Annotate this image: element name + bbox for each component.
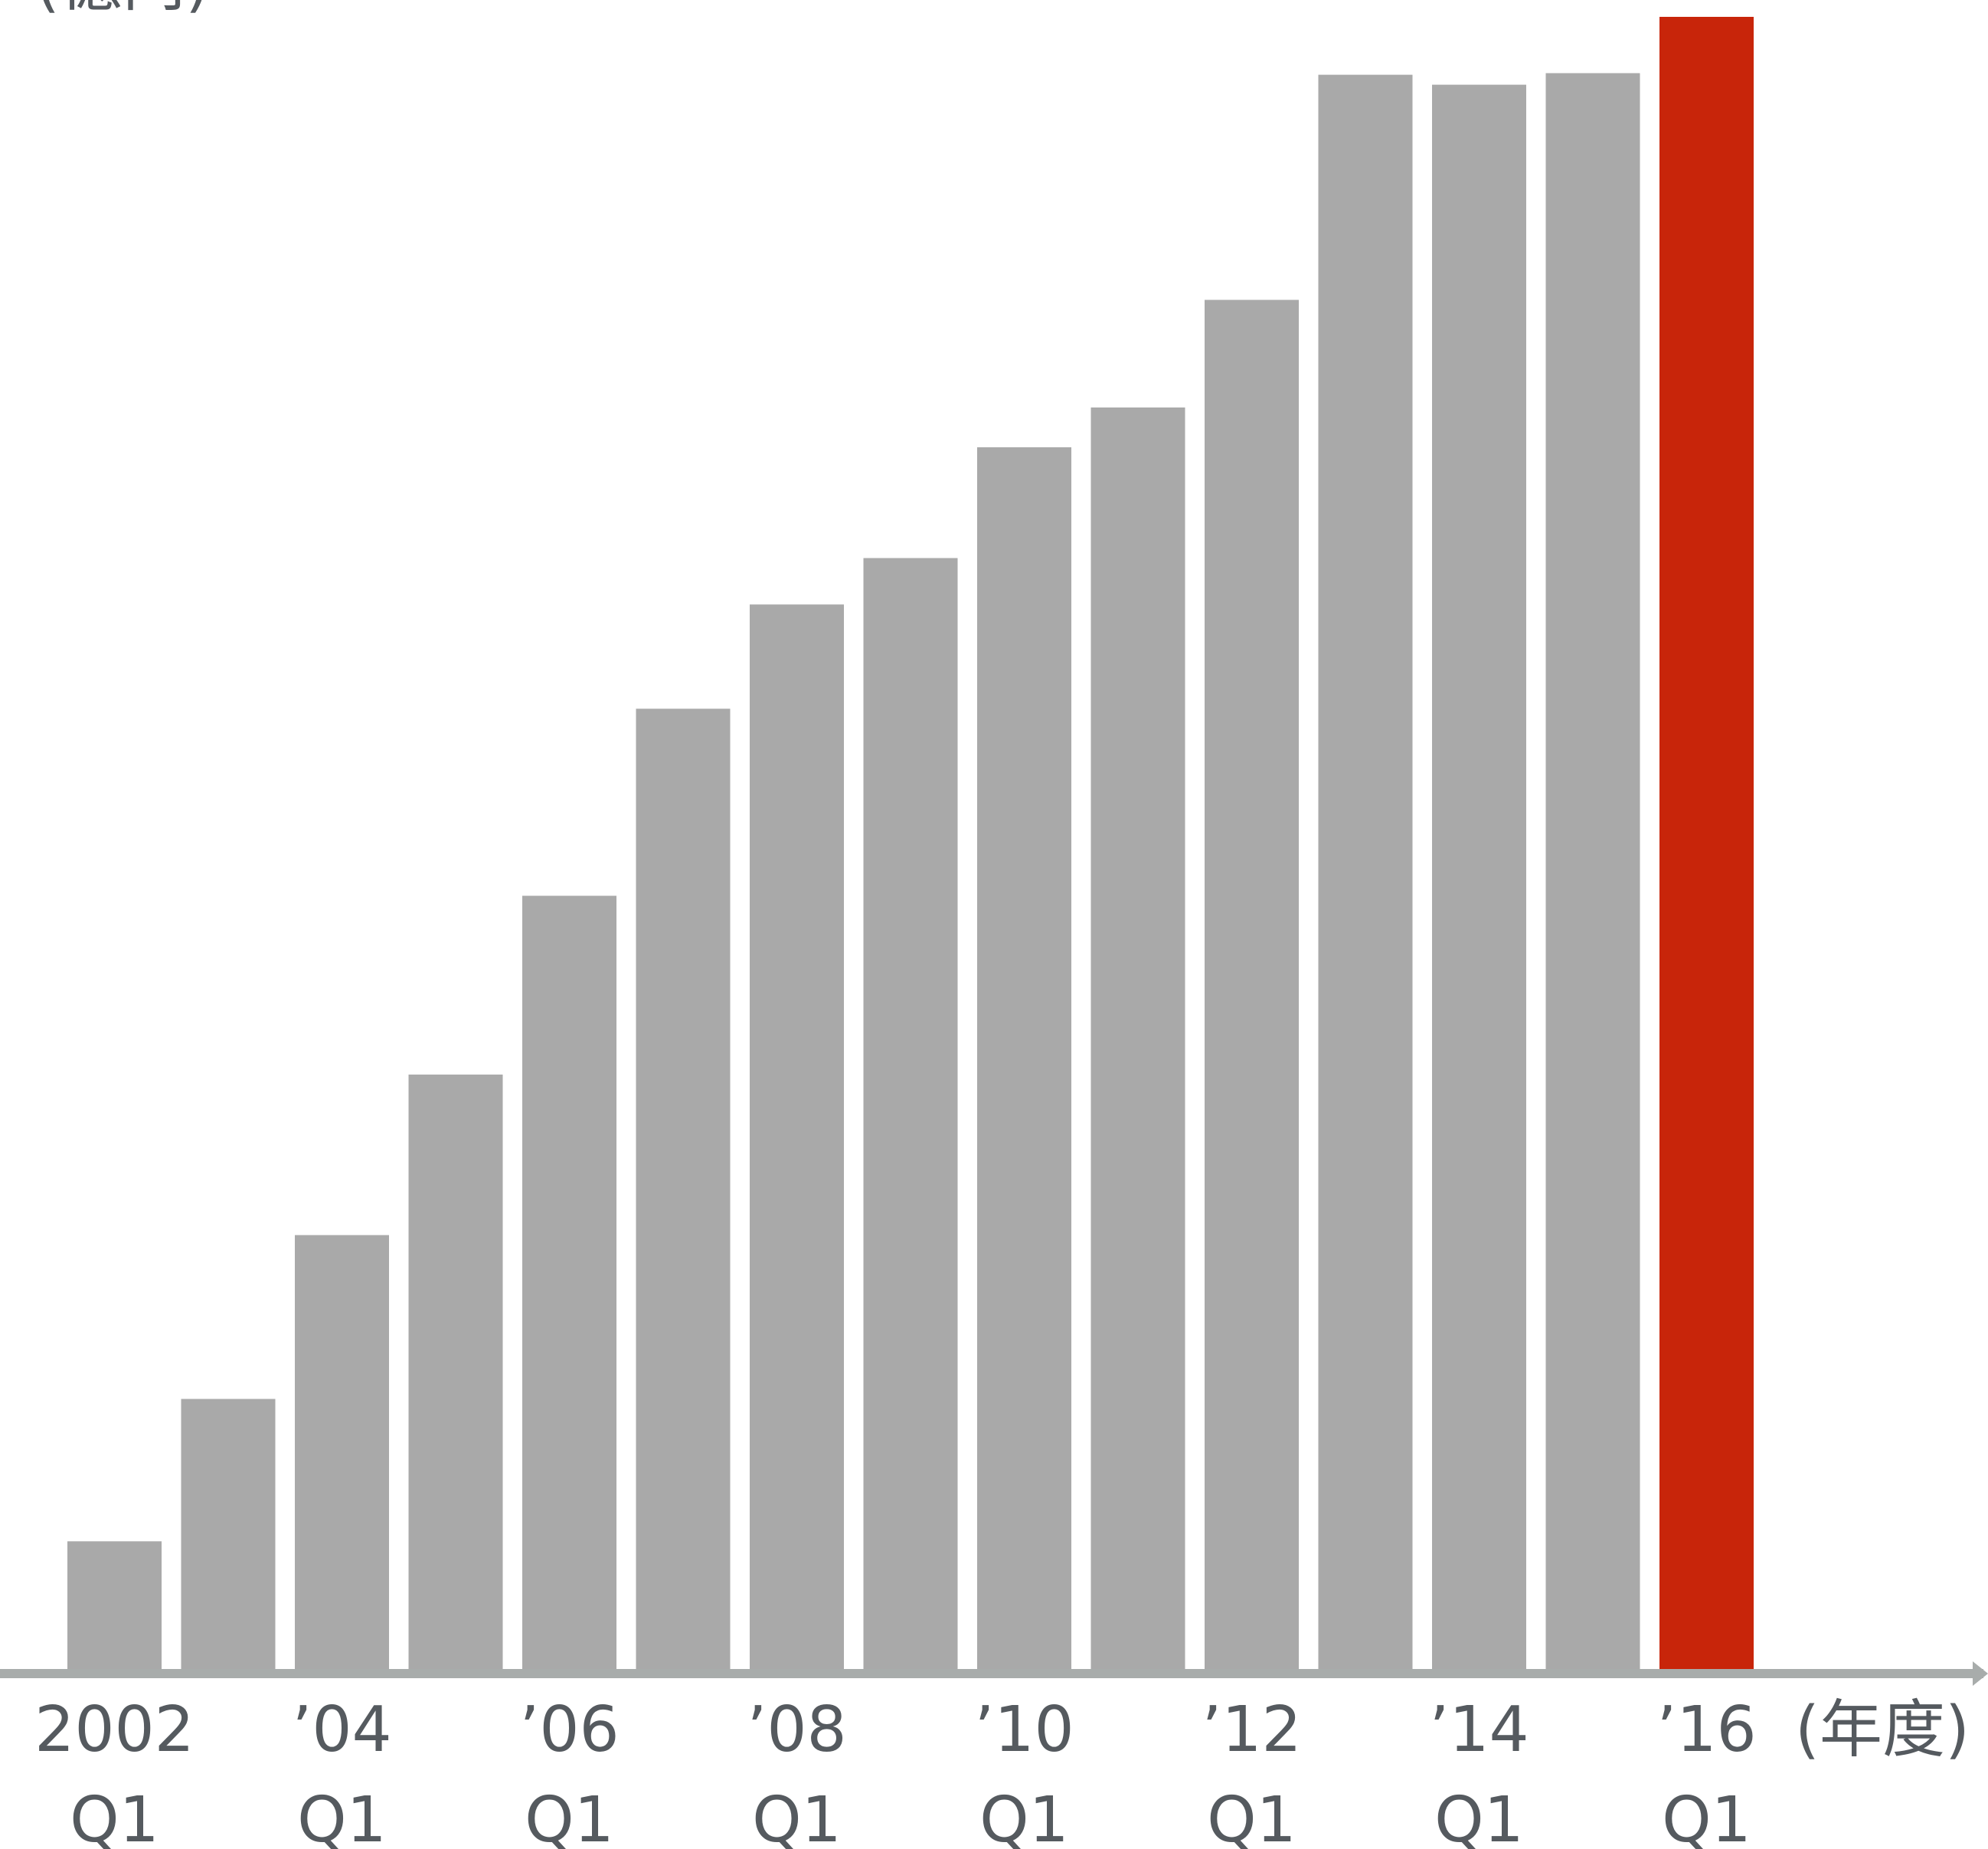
bar-'05 xyxy=(408,1074,503,1672)
x-tick-year: ’16 xyxy=(1656,1694,1756,1766)
bar-2002 xyxy=(67,1541,162,1672)
x-tick-year: ’12 xyxy=(1202,1694,1301,1766)
x-tick-year: ’14 xyxy=(1429,1694,1529,1766)
bar-'13 xyxy=(1318,74,1413,1672)
bar-'10 xyxy=(977,447,1071,1672)
x-tick-labels: 2002 Q1 ’04 Q1 ’06 Q1 ’08 Q1 ’10 Q1 ’12 Q1 ’14 Q1 ’16 Q… xyxy=(34,1694,1757,1849)
bar-'16 xyxy=(1659,17,1754,1672)
x-tick-quarter: Q1 xyxy=(1207,1784,1296,1849)
bar-'04 xyxy=(295,1235,389,1672)
bars-group xyxy=(67,17,1754,1673)
x-tick-quarter: Q1 xyxy=(1434,1784,1524,1849)
x-tick-quarter: Q1 xyxy=(297,1784,387,1849)
x-unit-label: (年度) xyxy=(1795,1694,1970,1766)
bar-'06 xyxy=(522,895,616,1672)
x-tick-quarter: Q1 xyxy=(1662,1784,1751,1849)
x-tick-quarter: Q1 xyxy=(979,1784,1069,1849)
bar-'14 xyxy=(1432,84,1526,1672)
y-unit-label: (億円) xyxy=(35,0,210,20)
x-tick-year: ’10 xyxy=(974,1694,1074,1766)
bar-'03 xyxy=(181,1399,276,1672)
bar-'12 xyxy=(1205,299,1299,1672)
x-tick-year: ’06 xyxy=(519,1694,619,1766)
x-axis-arrow xyxy=(1973,1661,1988,1686)
bar-'08 xyxy=(750,604,844,1673)
bar-'07 xyxy=(636,709,731,1672)
x-tick-year: 2002 xyxy=(34,1694,195,1766)
x-tick-quarter: Q1 xyxy=(752,1784,842,1849)
x-tick-year: ’04 xyxy=(292,1694,391,1766)
x-tick-quarter: Q1 xyxy=(70,1784,159,1849)
bar-'09 xyxy=(863,558,958,1672)
x-tick-quarter: Q1 xyxy=(525,1784,614,1849)
bar-'15 xyxy=(1545,73,1640,1672)
x-tick-year: ’08 xyxy=(747,1694,846,1766)
bar-'11 xyxy=(1090,407,1185,1672)
